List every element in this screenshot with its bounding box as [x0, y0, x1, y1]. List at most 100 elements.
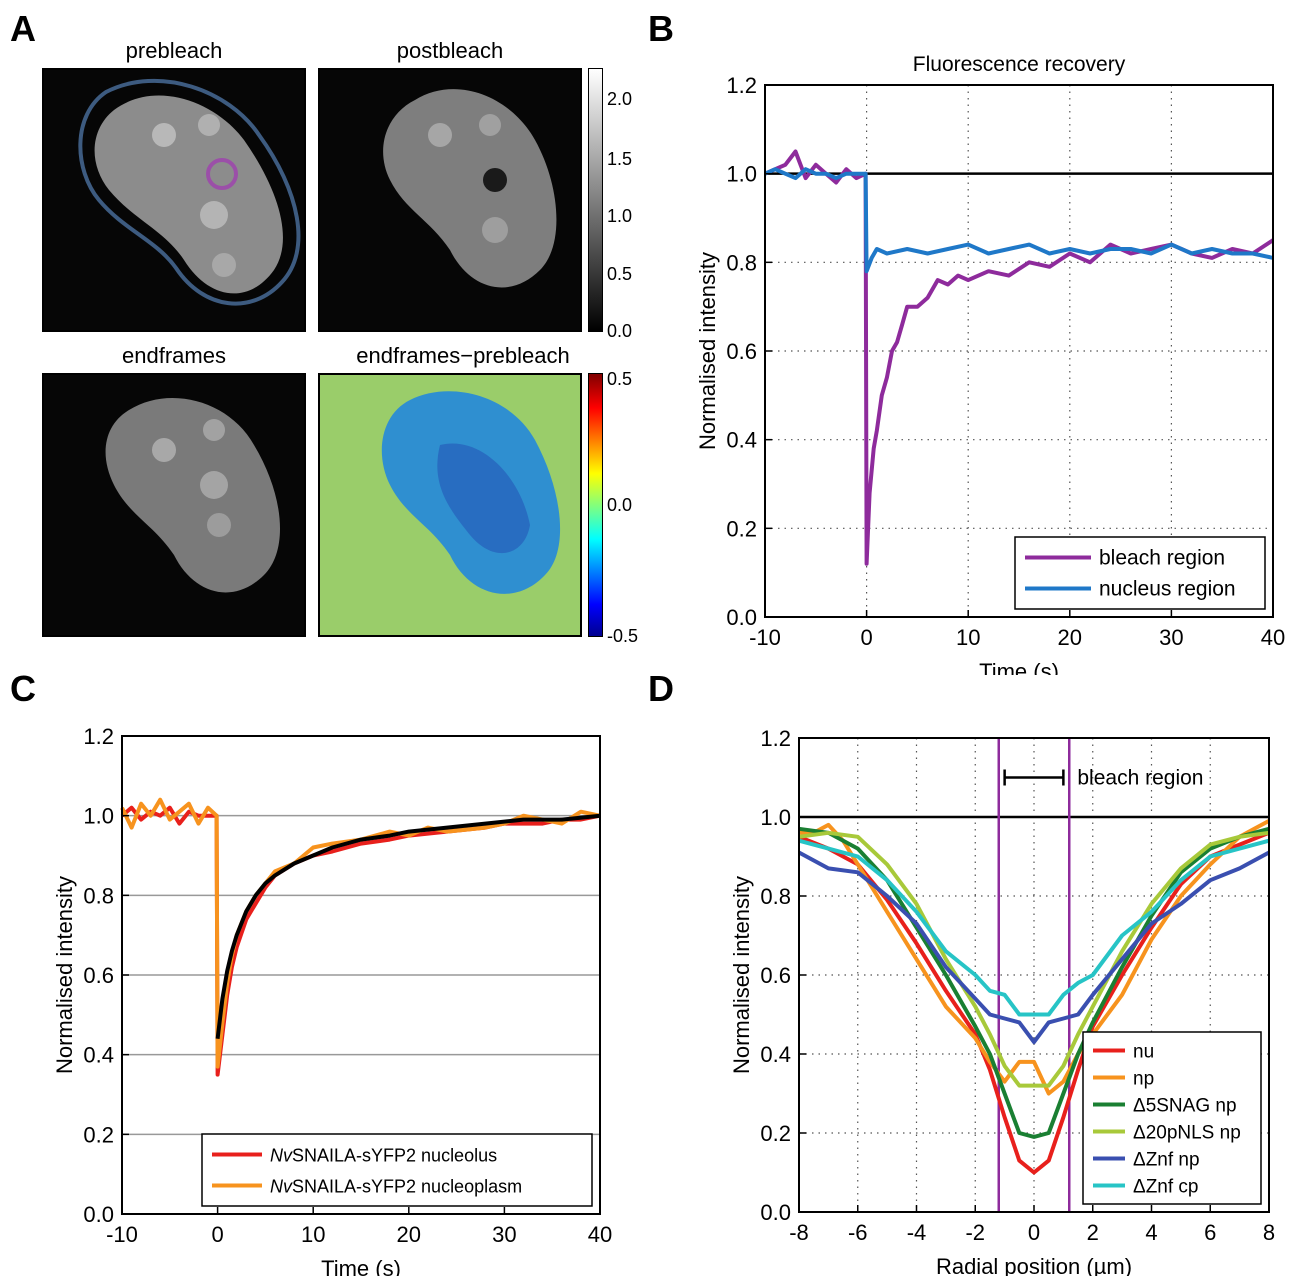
y-tick-label: 0.0: [83, 1202, 114, 1227]
legend-label: np: [1133, 1069, 1154, 1090]
y-tick-label: 1.0: [83, 804, 114, 829]
x-tick-label: 30: [1159, 625, 1183, 650]
x-tick-label: -4: [907, 1220, 927, 1245]
nucleus-outline: [78, 78, 301, 306]
x-tick-label: 0: [1028, 1220, 1040, 1245]
legend-box: [201, 1133, 593, 1207]
y-tick-label: 0.6: [83, 963, 114, 988]
image-title-endframes: endframes: [122, 343, 226, 368]
legend-label: NvSNAILA-sYFP2 nucleoplasm: [270, 1177, 522, 1197]
data-line: [799, 819, 1270, 1096]
x-axis-label: Time (s): [321, 1256, 401, 1276]
x-tick-label: -6: [848, 1220, 868, 1245]
y-tick-label: 0.4: [83, 1043, 114, 1068]
x-tick-label: 6: [1204, 1220, 1216, 1245]
x-axis-label: Radial position (µm): [936, 1254, 1132, 1276]
y-axis-label: Normalised intensity: [729, 876, 754, 1074]
chart-radial-profile: bleach region -8 -6 -4 -2 0 2 4 6 8 0.0 0.2 0.4 0.6 0.…: [729, 726, 1275, 1276]
x-tick-label: -8: [789, 1220, 809, 1245]
legend-label: Δ5SNAG np: [1133, 1096, 1237, 1117]
x-tick-label: 30: [492, 1222, 516, 1247]
colorbar-gray-tick: 2.0: [607, 89, 633, 109]
y-tick-label: 0.8: [83, 883, 114, 908]
y-tick-label: 0.4: [726, 428, 757, 453]
image-title-postbleach: postbleach: [396, 38, 504, 63]
data-line: [798, 830, 1270, 1175]
y-tick-label: 0.8: [760, 884, 791, 909]
data-line: [764, 149, 1275, 566]
x-axis-label: Time (s): [979, 659, 1059, 675]
y-tick-label: 0.2: [83, 1122, 114, 1147]
x-tick-label: 40: [1261, 625, 1285, 650]
data-line: [798, 826, 1270, 1139]
y-tick-label: 1.0: [726, 162, 757, 187]
postbleach-image: [318, 68, 582, 332]
data-line: [764, 167, 1274, 274]
legend-label: bleach region: [1099, 547, 1225, 570]
colorbar-jet-tick: 0.5: [607, 369, 633, 389]
colorbar-jet-tick: 0.0: [607, 495, 633, 515]
legend-label: ΔZnf cp: [1133, 1177, 1199, 1198]
colorbar-gray-tick: 1.0: [607, 206, 633, 226]
image-title-prebleach: prebleach: [125, 38, 223, 63]
y-tick-label: 0.4: [760, 1042, 791, 1067]
x-tick-label: 4: [1145, 1220, 1157, 1245]
y-tick-label: 1.2: [726, 73, 757, 98]
x-tick-label: 40: [588, 1222, 612, 1247]
colorbar-jet-tick: -0.5: [607, 626, 639, 646]
x-tick-label: -10: [749, 625, 781, 650]
colorbar-gray-tick: 0.0: [607, 321, 633, 341]
data-line: [120, 805, 601, 1077]
panel-letter-c: C: [10, 668, 36, 709]
y-tick-label: 0.0: [726, 605, 757, 630]
y-tick-label: 0.0: [760, 1200, 791, 1225]
bleach-region-label: bleach region: [1077, 767, 1203, 790]
chart-nucleolus-nucleoplasm: -10 0 10 20 30 40 0.0 0.2 0.4 0.6 0.8 1.0 1.2 Time (s…: [52, 724, 612, 1276]
y-tick-label: 1.2: [83, 724, 114, 749]
x-tick-label: -2: [965, 1220, 985, 1245]
legend-label: ΔZnf np: [1133, 1150, 1200, 1171]
data-line: [798, 850, 1270, 1045]
legend-label: NvSNAILA-sYFP2 nucleolus: [270, 1146, 497, 1166]
y-tick-label: 0.2: [760, 1121, 791, 1146]
endframes-image: [42, 373, 306, 637]
colorbar-gray: [588, 68, 603, 332]
panel-letter-b: B: [648, 8, 674, 49]
data-line: [798, 830, 1270, 1088]
bleach-circle: [206, 158, 238, 190]
y-tick-label: 1.0: [760, 805, 791, 830]
y-tick-label: 1.2: [760, 726, 791, 751]
x-tick-label: 8: [1263, 1220, 1275, 1245]
x-tick-label: 20: [397, 1222, 421, 1247]
colorbar-gray-tick: 0.5: [607, 264, 633, 284]
legend-box: [1082, 1031, 1262, 1205]
x-tick-label: 2: [1087, 1220, 1099, 1245]
x-tick-label: 10: [956, 625, 980, 650]
y-tick-label: 0.6: [726, 339, 757, 364]
chart-title: Fluorescence recovery: [913, 53, 1126, 76]
x-tick-label: 0: [211, 1222, 223, 1247]
data-line: [215, 813, 601, 1039]
panel-letter-a: A: [10, 8, 36, 49]
y-axis-label: Normalised intensity: [695, 252, 720, 450]
y-tick-label: 0.8: [726, 250, 757, 275]
x-tick-label: 0: [860, 625, 872, 650]
legend-label: nucleus region: [1099, 578, 1236, 601]
panel-letter-d: D: [648, 668, 674, 709]
y-tick-label: 0.2: [726, 516, 757, 541]
colorbar-gray-tick: 1.5: [607, 149, 633, 169]
chart-fluorescence-recovery: -10 0 10 20 30 40 0.0 0.2 0.4 0.6 0.8 1.0 1.2 Fluores…: [695, 53, 1285, 675]
image-title-difference: endframes−prebleach: [356, 343, 570, 368]
x-tick-label: -10: [106, 1222, 138, 1247]
legend-label: nu: [1133, 1042, 1154, 1063]
colorbar-jet: [588, 373, 603, 637]
difference-image: [318, 373, 582, 637]
prebleach-image: [42, 68, 306, 332]
data-line: [798, 838, 1270, 1017]
x-tick-label: 20: [1058, 625, 1082, 650]
y-tick-label: 0.6: [760, 963, 791, 988]
legend-box: [1014, 536, 1266, 610]
legend-label: Δ20pNLS np: [1133, 1123, 1241, 1144]
x-tick-label: 10: [301, 1222, 325, 1247]
y-axis-label: Normalised intensity: [52, 876, 77, 1074]
